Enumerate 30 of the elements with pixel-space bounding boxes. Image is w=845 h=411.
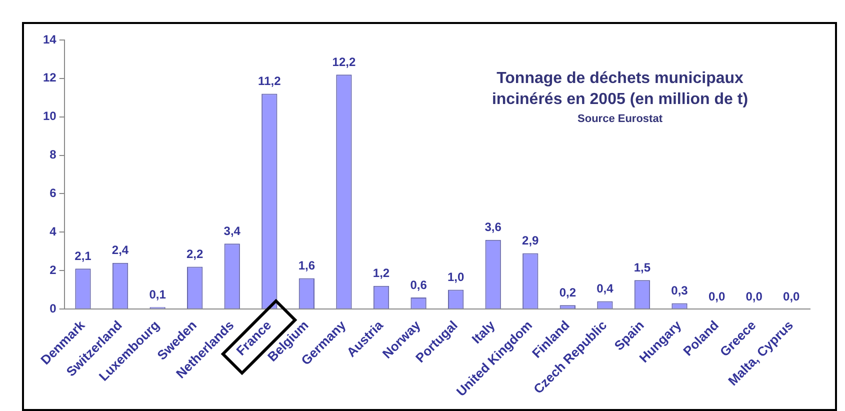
data-label: 0,6 (410, 278, 428, 292)
data-label: 3,4 (224, 224, 241, 238)
y-tick-label: 10 (42, 109, 57, 124)
annotation: Source Eurostat (576, 113, 664, 125)
data-label: 0,2 (559, 285, 576, 300)
text: Tonnage de déchets municipaux incinérés en 2005 (en million de t) (490, 69, 750, 110)
data-label: 1,6 (298, 258, 316, 273)
y-tick-label: 12 (42, 70, 57, 85)
y-tick-label: 8 (50, 148, 57, 162)
data-label: 12,2 (332, 54, 356, 69)
data-label: 0,1 (149, 287, 166, 302)
y-tick-label: 14 (42, 32, 57, 46)
y-tick-label: 2 (50, 262, 57, 277)
data-label: 0,0 (746, 289, 763, 304)
data-label: 2,9 (522, 234, 540, 248)
data-label: 1,0 (447, 270, 464, 284)
data-label: 2,4 (112, 243, 129, 258)
data-label: 0,4 (596, 282, 614, 296)
data-label: 1,5 (634, 260, 651, 274)
data-label: 2,1 (74, 248, 92, 263)
y-tick-label: 0 (50, 301, 57, 316)
data-label: 11,2 (258, 74, 282, 88)
data-label: 0,0 (783, 289, 800, 304)
data-label: 3,6 (484, 220, 502, 234)
data-label: 1,2 (372, 266, 390, 280)
data-label: 0,0 (708, 289, 726, 304)
data-label: 2,2 (186, 247, 204, 262)
data-label: 0,3 (671, 284, 688, 298)
y-tick-label: 4 (50, 224, 57, 238)
y-tick-label: 6 (50, 186, 57, 200)
